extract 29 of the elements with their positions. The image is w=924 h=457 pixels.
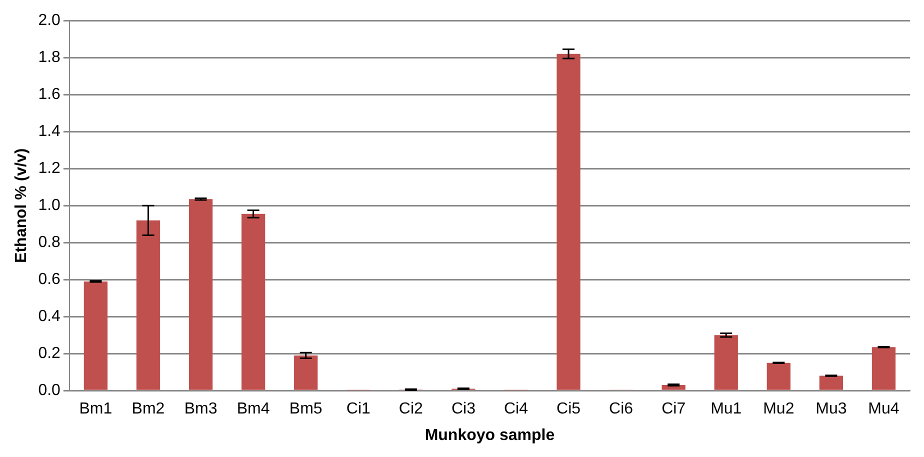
x-tick-label: Ci1	[346, 400, 370, 418]
x-tick-label: Mu1	[710, 400, 742, 418]
x-tick-label: Ci5	[556, 400, 581, 418]
x-tick-label: Bm1	[79, 400, 112, 418]
y-tick-label: 1.0	[38, 197, 61, 214]
x-tick-label: Ci7	[662, 400, 686, 418]
y-tick-label: 0.4	[38, 308, 61, 326]
y-tick-label: 0.0	[38, 382, 61, 400]
x-tick-label: Bm2	[132, 400, 165, 418]
y-axis-title: Ethanol % (v/v)	[13, 148, 30, 263]
x-tick-label: Bm3	[184, 400, 218, 418]
x-tick-label: Ci4	[504, 400, 528, 418]
y-tick-label: 1.2	[38, 160, 61, 178]
y-tick-label: 1.8	[38, 49, 61, 66]
x-tick-label: Bm5	[289, 400, 322, 418]
x-tick-label: Mu3	[816, 400, 847, 418]
x-tick-label: Mu4	[868, 400, 900, 418]
y-tick-label: 0.2	[38, 345, 61, 362]
x-tick-label: Mu2	[763, 400, 794, 418]
x-tick-label: Ci3	[451, 400, 476, 418]
x-tick-label: Bm4	[236, 400, 270, 418]
y-tick-label: 0.8	[38, 234, 61, 252]
x-tick-label: Ci2	[398, 400, 424, 418]
x-axis-title: Munkoyo sample	[424, 426, 555, 444]
y-tick-label: 1.6	[38, 86, 61, 104]
y-tick-label: 0.6	[38, 271, 61, 288]
x-tick-label: Ci6	[609, 400, 634, 418]
y-tick-label: 2.0	[38, 12, 61, 30]
y-tick-label: 1.4	[38, 123, 61, 140]
